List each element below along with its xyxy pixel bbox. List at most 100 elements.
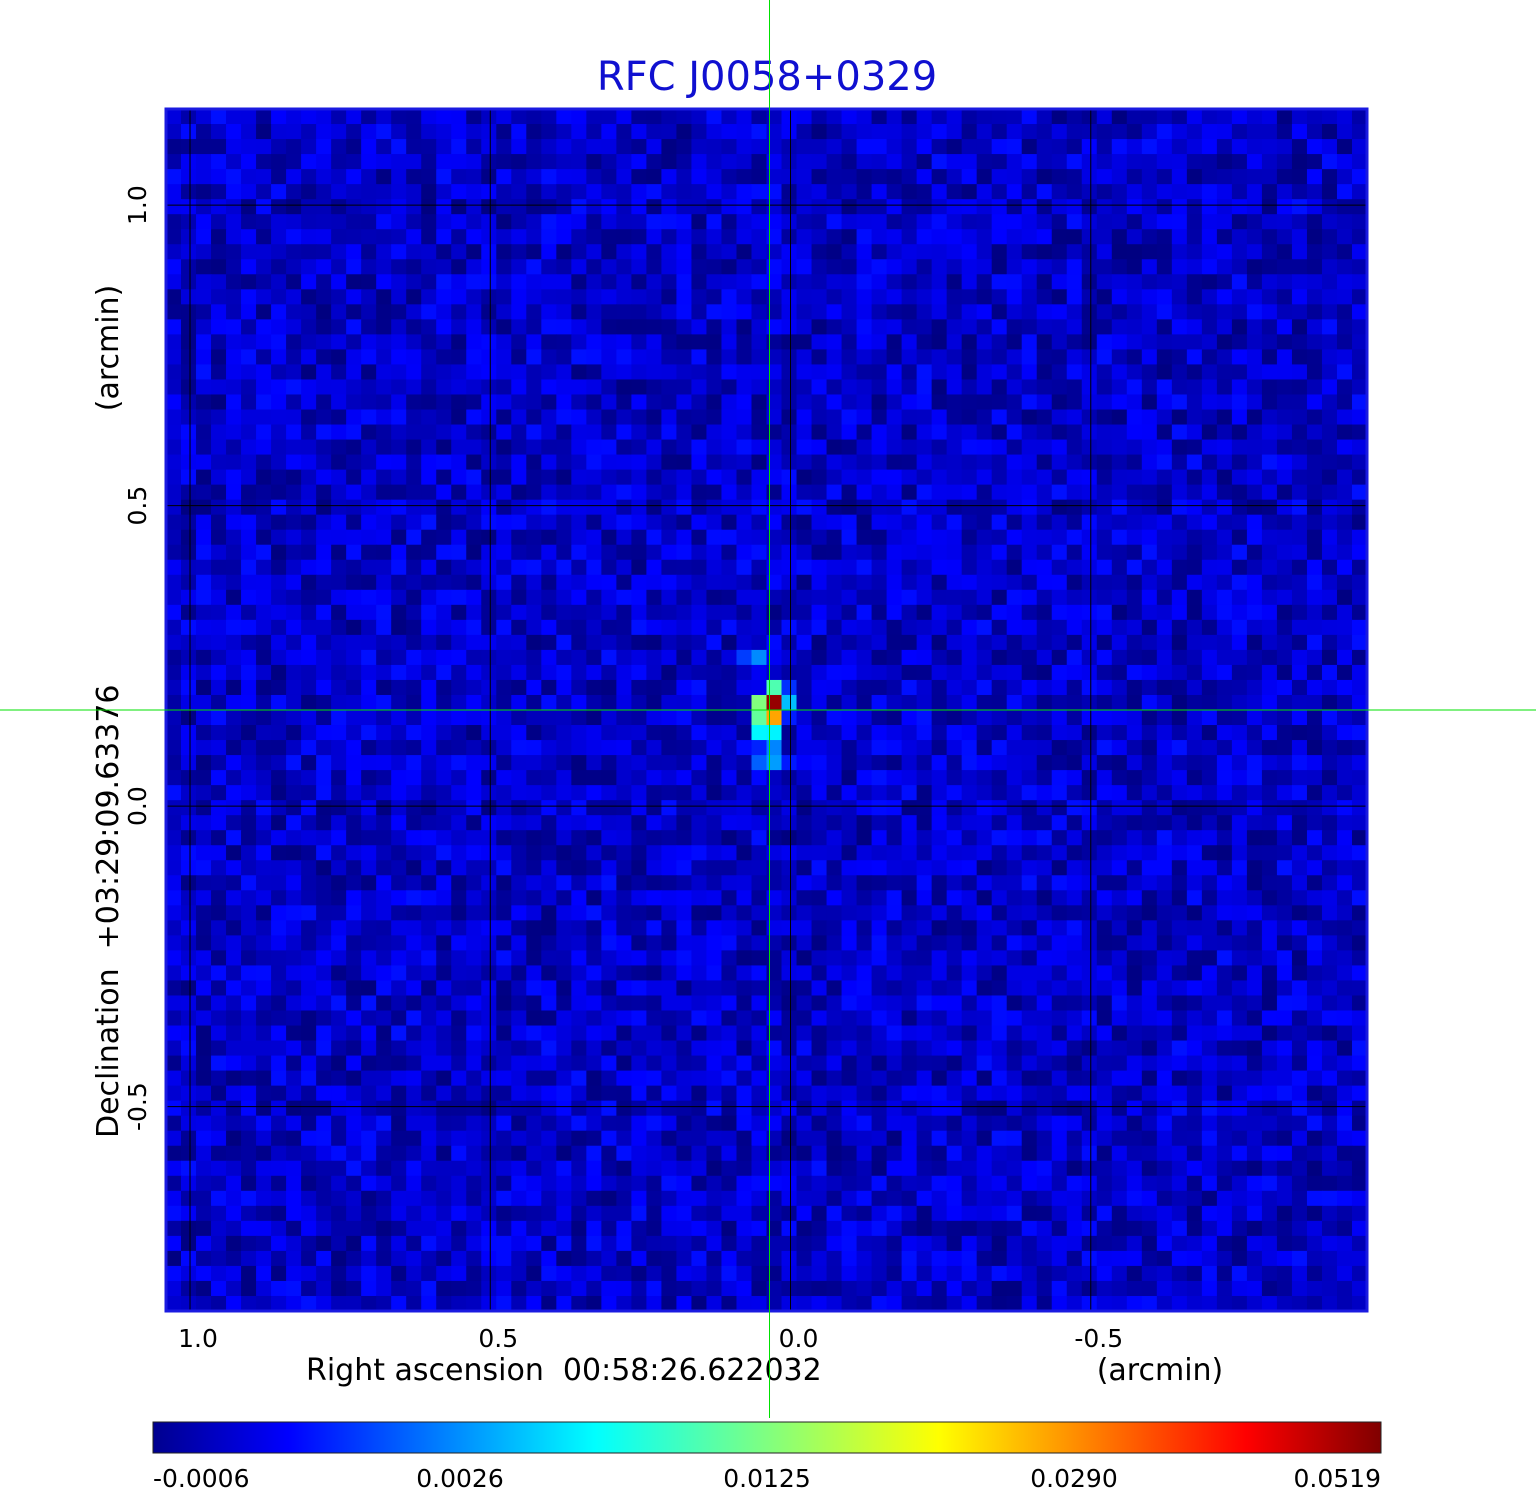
map-pixel [586,664,602,681]
map-pixel [1021,965,1038,982]
map-pixel [421,845,437,861]
map-pixel [451,514,467,531]
map-pixel [616,499,632,516]
map-pixel [871,529,888,546]
map-pixel [436,604,452,621]
map-pixel [751,1025,768,1042]
map-pixel [1276,409,1293,426]
map-pixel [496,454,512,471]
map-pixel [616,544,632,561]
map-pixel [1111,499,1128,516]
map-pixel [1036,394,1053,411]
map-pixel [886,664,903,681]
map-pixel [1261,740,1278,756]
map-pixel [961,1025,978,1042]
map-pixel [496,259,512,275]
map-pixel [1291,514,1308,531]
map-pixel [736,965,753,982]
map-pixel [586,920,602,936]
map-pixel [811,289,828,305]
map-pixel [1141,304,1158,320]
map-pixel [571,694,587,711]
map-pixel [931,139,948,155]
map-pixel [886,845,903,861]
map-pixel [1291,244,1308,260]
map-pixel [1066,334,1083,351]
map-pixel [1126,229,1143,245]
map-pixel [391,169,407,185]
map-pixel [466,109,482,125]
map-pixel [526,800,542,816]
map-pixel [1276,109,1293,125]
map-pixel [946,514,963,531]
map-pixel [1126,559,1143,576]
map-pixel [1006,184,1023,200]
map-pixel [346,1010,362,1027]
map-pixel [196,169,212,185]
map-pixel [781,109,798,125]
map-pixel [406,770,422,786]
map-pixel [1006,199,1023,215]
map-pixel [541,424,557,441]
map-pixel [226,349,242,366]
map-pixel [586,469,602,486]
map-pixel [1081,169,1098,185]
map-pixel [886,184,903,200]
map-pixel [1351,845,1368,861]
map-pixel [661,1025,678,1042]
map-pixel [511,529,527,546]
map-pixel [1006,379,1023,396]
map-pixel [1156,469,1173,486]
map-pixel [796,454,813,471]
map-pixel [1081,935,1098,952]
map-pixel [1021,785,1038,801]
map-pixel [721,574,738,591]
map-pixel [211,394,227,411]
map-pixel [1171,890,1188,906]
map-pixel [571,169,587,185]
map-pixel [721,845,738,861]
map-pixel [511,634,527,651]
map-pixel [1261,469,1278,486]
map-pixel [406,845,422,861]
map-pixel [1216,409,1233,426]
map-pixel [796,845,813,861]
map-pixel [166,514,182,531]
map-pixel [931,1025,948,1042]
map-pixel [631,349,647,366]
map-pixel [991,770,1008,786]
map-pixel [1051,439,1068,456]
map-pixel [691,289,708,305]
map-pixel [706,514,723,531]
map-pixel [316,950,332,967]
map-pixel [1306,454,1323,471]
map-pixel [1276,319,1293,335]
map-pixel [1306,259,1323,275]
map-pixel [316,514,332,531]
map-pixel [1246,169,1263,185]
map-pixel [1201,454,1218,471]
map-pixel [286,755,302,771]
map-pixel [556,1040,572,1057]
map-pixel [1096,394,1113,411]
map-pixel [691,649,708,666]
map-pixel [481,229,497,245]
map-pixel [766,514,783,531]
map-pixel [1231,469,1248,486]
map-pixel [841,980,858,997]
map-pixel [1006,1010,1023,1027]
map-pixel [706,364,723,381]
map-pixel [481,860,497,876]
map-pixel [1306,604,1323,621]
map-pixel [991,649,1008,666]
map-pixel [1216,139,1233,155]
map-pixel [1021,710,1038,726]
map-pixel [1216,439,1233,456]
map-pixel [871,274,888,290]
map-pixel [331,800,347,816]
map-pixel [481,950,497,967]
map-pixel [1321,619,1338,636]
map-pixel [541,830,557,846]
map-pixel [826,950,843,967]
map-pixel [796,364,813,381]
